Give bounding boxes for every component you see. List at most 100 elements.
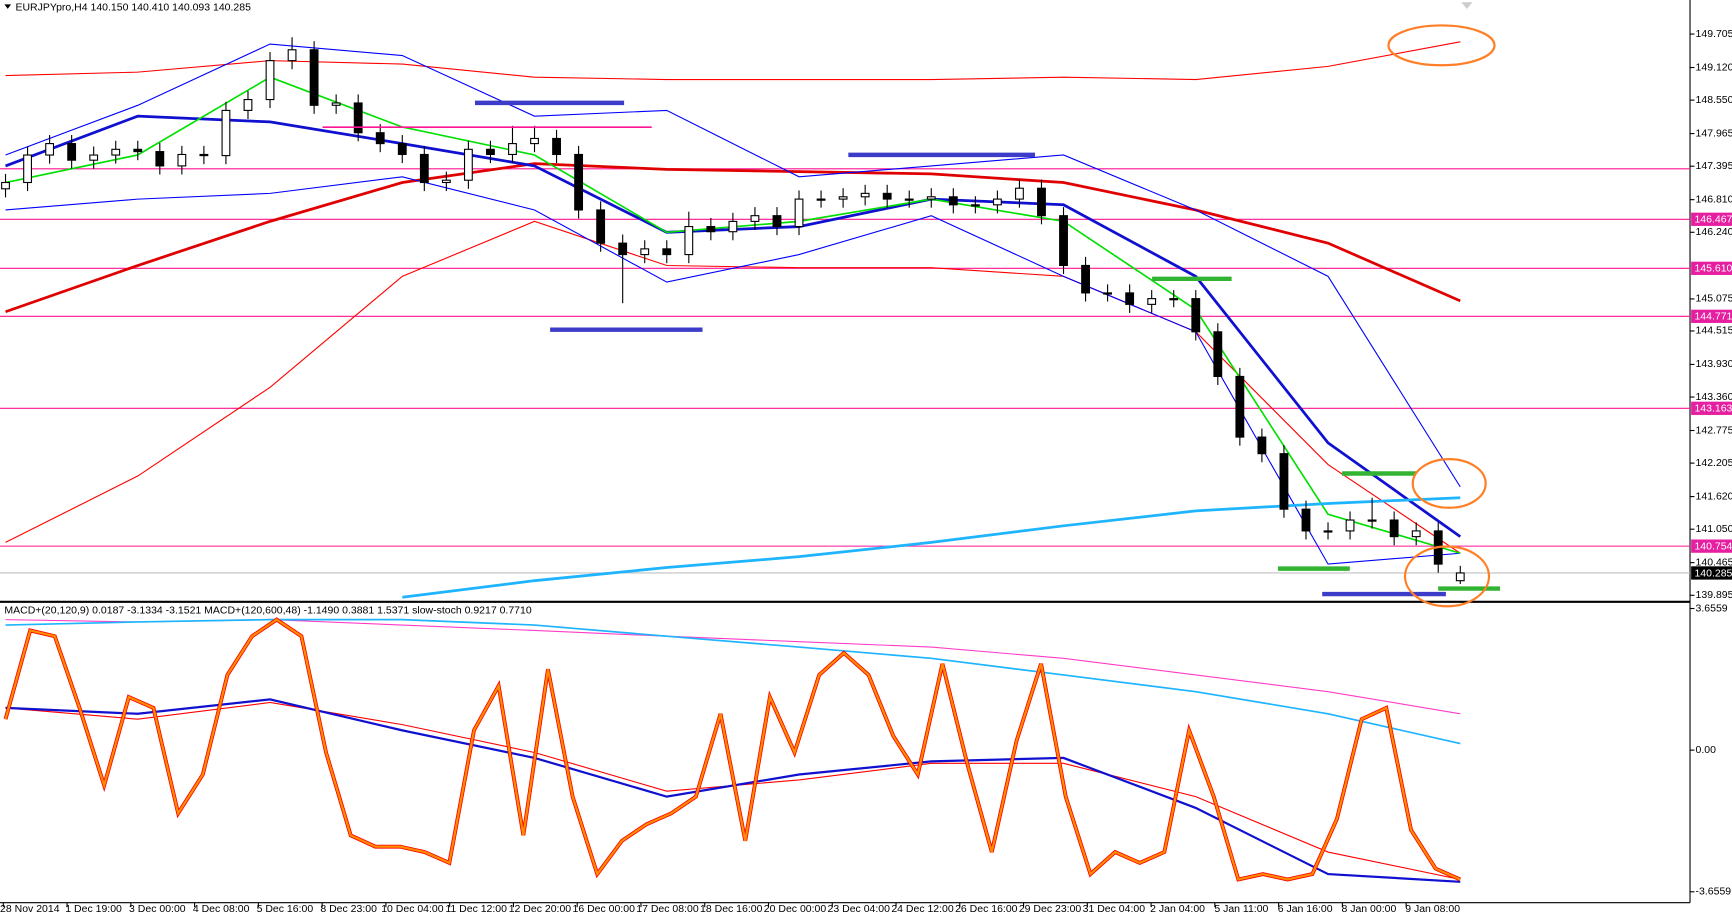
indicator-line: [4, 618, 1461, 881]
y-tick-label: 148.550: [1696, 94, 1732, 106]
level-label: 146.467: [1694, 214, 1732, 226]
candle-body: [397, 143, 407, 156]
candle-body: [177, 153, 187, 167]
candle-body: [838, 196, 848, 200]
x-tick-label: 1 Dec 19:00: [65, 903, 122, 915]
candle-body: [816, 198, 826, 201]
level-label-box: [1691, 539, 1732, 553]
x-tick-label: 28 Nov 2014: [0, 903, 60, 915]
candle-body: [67, 143, 77, 161]
candle-body: [23, 154, 32, 184]
candle-body: [353, 102, 363, 134]
candle-body: [794, 198, 804, 228]
level-label-box: [1691, 212, 1732, 226]
y-tick-label: 143.360: [1696, 391, 1732, 403]
level-label-box: [1691, 261, 1732, 275]
level-label: 145.610: [1694, 263, 1732, 275]
indicator-line: [5, 162, 1461, 314]
candle-body: [530, 137, 539, 145]
x-tick-label: 2 Jan 04:00: [1150, 903, 1205, 915]
last-price-box: [1691, 566, 1732, 580]
candle-body: [1147, 298, 1157, 305]
y-tick-label: 147.965: [1696, 127, 1732, 139]
candle-body: [926, 196, 936, 200]
candle-body: [508, 143, 517, 156]
candle-body: [1389, 519, 1399, 538]
y-tick-label: 144.515: [1696, 325, 1732, 337]
candle-body: [772, 215, 782, 228]
candle-body: [309, 49, 319, 106]
chart-title: EURJPYpro,H4 140.150 140.410 140.093 140…: [15, 2, 251, 14]
x-tick-label: 23 Dec 04:00: [828, 903, 891, 915]
candle-body: [1279, 453, 1289, 510]
candle-body: [948, 196, 958, 206]
y-tick-label: 139.895: [1696, 589, 1732, 601]
candle-body: [1, 181, 10, 190]
y-tick-label: 3.6559: [1696, 602, 1728, 614]
candle-body: [486, 148, 495, 156]
candle-body: [287, 49, 297, 62]
x-tick-label: 12 Dec 20:00: [509, 903, 572, 915]
candle-body: [155, 151, 165, 167]
x-tick-label: 16 Dec 00:00: [572, 903, 635, 915]
y-tick-label: 149.120: [1696, 61, 1732, 73]
x-tick-label: 5 Jan 11:00: [1214, 903, 1268, 915]
x-tick-label: 8 Dec 23:00: [320, 903, 377, 915]
candle-body: [133, 148, 143, 153]
candle-body: [684, 226, 694, 256]
y-tick-label: 147.395: [1696, 160, 1732, 172]
x-tick-label: 5 Dec 16:00: [257, 903, 314, 915]
level-label: 143.163: [1694, 403, 1732, 415]
candle-body: [1103, 292, 1113, 295]
y-tick-label: 0.00: [1696, 744, 1717, 756]
plot: 149.705 149.120 148.550 147.965 147.395 146.8…: [0, 28, 1732, 915]
x-tick-label: 17 Dec 08:00: [636, 903, 699, 915]
drawings: [4, 2, 1501, 608]
candle-body: [1081, 264, 1090, 294]
candle-body: [419, 153, 429, 184]
x-tick-label: 31 Dec 04:00: [1083, 903, 1146, 915]
candle-body: [111, 148, 121, 156]
candle-body: [1455, 572, 1465, 582]
candle-body: [89, 154, 99, 161]
level-label: 144.771: [1694, 311, 1732, 323]
x-tick-label: 29 Dec 23:00: [1019, 903, 1082, 915]
y-tick-label: 142.205: [1696, 457, 1732, 469]
candle-body: [1037, 187, 1046, 217]
candle-body: [265, 60, 275, 101]
x-tick-label: 10 Dec 04:00: [381, 903, 444, 915]
candle-body: [1345, 519, 1355, 532]
level-label: 140.754: [1694, 540, 1732, 552]
candle-body: [596, 209, 606, 244]
x-tick-label: 3 Dec 00:00: [129, 903, 186, 915]
candle-body: [1213, 331, 1223, 377]
candle-body: [463, 148, 473, 181]
candle-body: [1257, 436, 1267, 455]
y-tick-label: 142.775: [1696, 424, 1732, 436]
candle-body: [441, 179, 451, 184]
x-tick-label: 6 Jan 16:00: [1278, 903, 1333, 915]
candle-body: [728, 220, 738, 233]
indicator-line: [5, 618, 1461, 745]
indicator-line: [5, 43, 1461, 488]
candle-body: [1059, 215, 1068, 267]
candle-body: [706, 226, 716, 233]
last-price-label: 140.285: [1694, 567, 1732, 579]
y-tick-label: 146.810: [1696, 193, 1732, 205]
candle-body: [618, 242, 628, 256]
candle-body: [1125, 292, 1135, 305]
x-tick-label: 18 Dec 16:00: [700, 903, 763, 915]
y-tick-label: 141.050: [1696, 523, 1732, 535]
x-tick-label: 24 Dec 12:00: [891, 903, 954, 915]
candle-body: [1169, 298, 1179, 301]
candle-body: [375, 132, 385, 145]
candle-body: [992, 198, 1002, 206]
candle-body: [1411, 530, 1421, 538]
candle-body: [1323, 530, 1333, 533]
y-tick-label: -3.6559: [1696, 886, 1732, 898]
candle-body: [1367, 519, 1377, 522]
y-tick-label: 146.240: [1696, 226, 1732, 238]
